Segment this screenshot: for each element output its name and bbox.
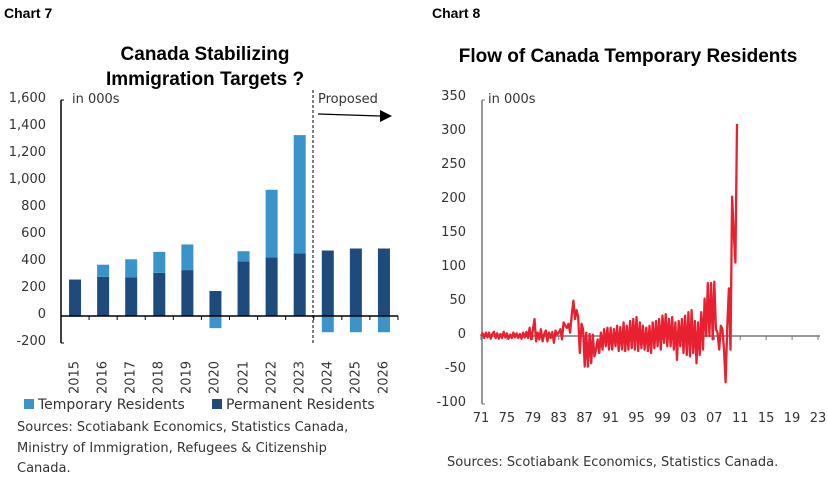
temporary-residents-flow-line (480, 123, 739, 384)
x-tick-label: 15 (757, 411, 775, 426)
chart8-source: Sources: Scotiabank Economics, Statistic… (447, 455, 779, 470)
y-tick-label: 0 (457, 327, 466, 342)
chart8-unit-label: in 000s (488, 92, 536, 107)
y-tick-label: 400 (21, 253, 46, 268)
bar-permanent-2018 (153, 272, 166, 316)
y-tick-label: 150 (441, 225, 466, 240)
chart7-source: Sources: Scotiabank Economics, Statistic… (17, 418, 348, 480)
y-tick-label: 600 (21, 226, 46, 241)
bar-temporary-2018 (153, 251, 166, 273)
y-tick-label: 300 (441, 123, 466, 138)
y-tick-label: 1,600 (8, 91, 46, 106)
bar-temporary-2017 (125, 259, 138, 278)
legend-text: Temporary Residents (38, 397, 185, 413)
bar-permanent-2022 (265, 257, 278, 316)
proposed-arrow-head-icon (380, 110, 392, 122)
bar-permanent-2016 (97, 276, 110, 316)
bar-permanent-2021 (237, 261, 250, 316)
y-tick-label: -200 (16, 334, 46, 349)
bar-permanent-2015 (69, 279, 82, 316)
bar-temporary-2016 (97, 264, 110, 277)
legend-swatch (24, 399, 34, 409)
bar-temporary-2026 (377, 316, 390, 333)
legend-temporary-residents: Temporary Residents (24, 397, 185, 413)
y-tick-label: 50 (449, 293, 466, 308)
source-line: Sources: Scotiabank Economics, Statistic… (17, 420, 349, 435)
bar-permanent-2025 (349, 248, 362, 316)
chart8-title: Flow of Canada Temporary Residents (458, 46, 798, 67)
x-tick-label: 91 (602, 411, 619, 426)
y-tick-label: 1,400 (8, 118, 46, 133)
y-tick-label: 250 (441, 157, 466, 172)
bar-permanent-2020 (209, 291, 222, 316)
x-tick-label: 11 (731, 411, 749, 426)
chart8-label: Chart 8 (432, 5, 481, 21)
x-tick-label: 83 (550, 411, 568, 426)
bar-permanent-2024 (321, 250, 334, 316)
x-tick-label: 99 (654, 411, 671, 426)
bar-temporary-2024 (321, 316, 334, 333)
legend-permanent-residents: Permanent Residents (212, 397, 375, 413)
y-tick-label: -100 (436, 395, 466, 410)
bar-permanent-2017 (125, 277, 138, 316)
y-tick-label: 200 (21, 280, 46, 295)
chart7-unit-label: in 000s (72, 92, 120, 107)
x-tick-label: 03 (680, 411, 697, 426)
x-tick-label: 87 (576, 411, 593, 426)
bar-temporary-2020 (209, 316, 222, 329)
bar-temporary-2019 (181, 244, 194, 271)
chart7-proposed-annotation: Proposed (318, 92, 378, 107)
y-tick-label: -50 (444, 361, 466, 376)
proposed-arrow-line (317, 113, 381, 117)
bar-temporary-2025 (349, 316, 362, 333)
y-tick-label: 350 (441, 89, 466, 104)
x-tick-label: 71 (472, 411, 490, 426)
x-tick-label: 07 (706, 411, 723, 426)
source-line: Ministry of Immigration, Refugees & Citi… (17, 440, 327, 456)
y-tick-label: 0 (37, 307, 46, 322)
y-tick-label: 1,000 (8, 172, 46, 187)
legend-swatch (212, 399, 222, 409)
legend-text: Permanent Residents (226, 397, 375, 413)
x-tick-label: 23 (809, 411, 827, 426)
chart7-label: Chart 7 (4, 5, 53, 21)
y-tick-label: 800 (21, 199, 46, 214)
bar-temporary-2021 (237, 251, 250, 262)
y-tick-label: 1,200 (8, 145, 46, 160)
x-tick-label: 19 (783, 411, 801, 426)
x-tick-label: 95 (628, 411, 645, 426)
y-tick-label: 200 (441, 191, 466, 206)
bar-permanent-2026 (377, 248, 390, 316)
source-line: Canada. (17, 461, 71, 476)
y-tick-label: 100 (441, 259, 466, 274)
bar-temporary-2023 (293, 135, 306, 254)
x-tick-label: 79 (524, 411, 542, 426)
bar-permanent-2019 (181, 270, 194, 316)
bar-permanent-2023 (293, 253, 306, 316)
bar-temporary-2022 (265, 189, 278, 258)
x-tick-label: 75 (498, 411, 516, 426)
chart7-title: Canada Stabilizing Immigration Targets ? (105, 44, 305, 90)
